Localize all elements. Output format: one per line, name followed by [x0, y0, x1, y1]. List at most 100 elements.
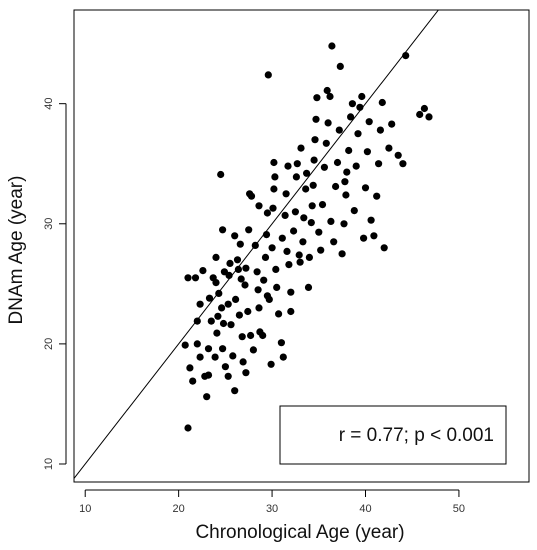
data-point-7: [196, 300, 204, 308]
data-point-135: [380, 244, 388, 252]
data-point-148: [231, 232, 239, 240]
data-point-102: [318, 201, 327, 209]
data-point-131: [373, 192, 381, 200]
data-point-71: [275, 310, 283, 318]
data-point-146: [297, 144, 305, 152]
data-point-33: [227, 321, 235, 329]
data-point-84: [293, 160, 301, 168]
data-point-64: [267, 360, 275, 368]
data-point-54: [254, 286, 262, 294]
data-point-17: [212, 253, 220, 261]
data-point-18: [211, 353, 219, 361]
data-point-78: [285, 261, 293, 269]
data-point-133: [376, 126, 384, 134]
y-tick-label-20: 20: [43, 338, 55, 350]
data-point-28: [221, 363, 229, 371]
x-axis: 10 20 30 40 50: [79, 489, 465, 515]
data-point-67: [270, 185, 278, 193]
data-point-101: [317, 246, 325, 254]
data-point-152: [327, 217, 335, 225]
data-point-59: [261, 253, 270, 261]
data-point-90: [303, 169, 311, 177]
data-point-151: [283, 247, 291, 255]
data-point-8: [193, 340, 201, 348]
data-point-19: [213, 329, 221, 337]
data-point-112: [336, 62, 344, 70]
data-point-153: [341, 178, 349, 186]
data-point-138: [394, 151, 402, 159]
data-point-42: [239, 358, 247, 366]
data-point-97: [311, 136, 319, 144]
data-points: [181, 42, 433, 432]
data-point-124: [358, 92, 366, 101]
data-point-2: [186, 364, 194, 372]
data-point-38: [233, 256, 242, 264]
data-point-51: [249, 346, 257, 354]
data-point-53: [253, 268, 261, 276]
y-axis: 10 20 30 40: [43, 98, 67, 470]
y-tick-label-30: 30: [43, 218, 55, 230]
data-point-107: [328, 42, 336, 50]
data-point-37: [234, 265, 242, 273]
data-point-13: [204, 345, 213, 353]
data-point-111: [335, 126, 343, 134]
data-point-81: [290, 227, 298, 235]
data-point-66: [269, 204, 277, 212]
data-point-114: [340, 220, 348, 228]
data-point-108: [330, 238, 338, 246]
data-point-77: [284, 162, 292, 170]
data-point-46: [245, 226, 253, 234]
x-axis-title: Chronological Age (year): [195, 522, 404, 543]
data-point-119: [348, 100, 356, 108]
data-point-128: [365, 118, 373, 126]
data-point-121: [352, 162, 360, 170]
data-point-129: [367, 216, 375, 224]
data-point-4: [191, 274, 200, 282]
data-point-87: [299, 238, 307, 246]
data-point-75: [281, 211, 289, 219]
data-point-120: [350, 207, 358, 215]
data-point-94: [308, 202, 316, 210]
data-point-14: [207, 317, 215, 325]
identity-line: [74, 10, 440, 479]
data-point-70: [273, 283, 281, 291]
y-tick-label-40: 40: [43, 98, 55, 110]
data-point-27: [219, 345, 227, 353]
data-point-20: [214, 312, 222, 320]
data-point-134: [378, 98, 386, 107]
data-point-145: [270, 158, 278, 167]
data-point-68: [271, 173, 279, 181]
data-point-73: [279, 353, 287, 361]
data-point-34: [229, 352, 237, 360]
data-point-105: [324, 119, 332, 127]
data-point-144: [255, 202, 263, 210]
data-point-26: [219, 319, 228, 328]
data-point-132: [375, 160, 383, 168]
data-point-40: [235, 311, 243, 319]
data-point-89: [302, 185, 310, 193]
data-point-122: [354, 130, 362, 138]
data-point-86: [296, 258, 304, 266]
data-point-9: [196, 353, 204, 361]
data-point-117: [345, 146, 353, 155]
data-point-74: [278, 234, 286, 242]
data-point-69: [272, 265, 280, 273]
data-point-139: [399, 160, 407, 168]
data-point-106: [326, 92, 334, 101]
data-point-136: [385, 144, 393, 152]
data-point-12: [204, 371, 213, 379]
data-point-95: [309, 181, 317, 189]
data-point-109: [332, 182, 340, 191]
x-tick-label-40: 40: [359, 503, 371, 515]
data-point-36: [232, 295, 240, 303]
data-point-91: [304, 283, 313, 291]
data-point-130: [370, 232, 378, 240]
data-point-22: [217, 170, 225, 179]
data-point-113: [338, 250, 346, 258]
data-point-116: [343, 168, 351, 176]
data-point-141: [416, 110, 424, 119]
data-point-96: [310, 156, 318, 164]
data-point-155: [236, 240, 244, 248]
data-point-49: [244, 307, 252, 316]
y-tick-label-10: 10: [43, 458, 55, 470]
